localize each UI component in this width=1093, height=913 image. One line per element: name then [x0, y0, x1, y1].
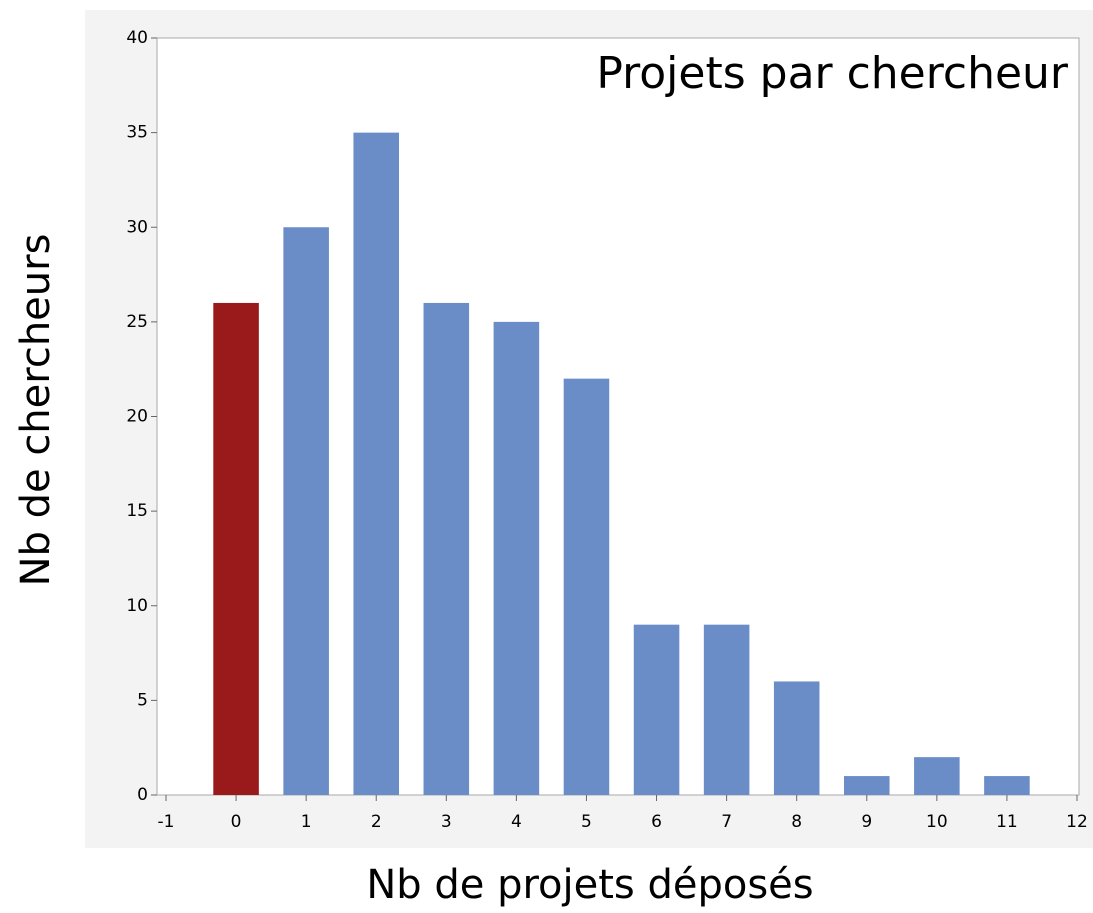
y-tick-label: 15	[126, 501, 148, 521]
y-tick-label: 20	[126, 407, 148, 427]
bar	[914, 757, 960, 795]
bar	[423, 302, 470, 795]
x-tick-label: 4	[511, 812, 522, 832]
bar	[213, 302, 259, 795]
x-tick-label: 10	[926, 812, 948, 832]
y-tick-label: 0	[137, 785, 148, 805]
bar	[984, 776, 1030, 795]
bar	[843, 776, 890, 795]
y-tick-label: 10	[126, 596, 148, 616]
x-tick-label: 9	[861, 812, 872, 832]
x-tick-label: 6	[651, 812, 662, 832]
y-tick-label: 5	[137, 690, 148, 710]
x-tick-label: 2	[371, 812, 382, 832]
x-tick-label: 1	[301, 812, 312, 832]
x-axis-label: Nb de projets déposés	[366, 862, 813, 908]
bar	[283, 227, 329, 795]
bar	[563, 378, 610, 795]
bar	[773, 681, 820, 795]
x-tick-label: 0	[231, 812, 242, 832]
bar	[703, 624, 750, 795]
y-tick-label: 30	[126, 217, 148, 237]
x-tick-label: -1	[158, 812, 175, 832]
y-axis-label: Nb de chercheurs	[13, 234, 59, 587]
x-tick-label: 8	[791, 812, 802, 832]
y-tick-label: 40	[126, 28, 148, 48]
bar	[633, 624, 680, 795]
y-tick-label: 35	[126, 123, 148, 143]
x-tick-label: 3	[441, 812, 452, 832]
x-tick-label: 7	[721, 812, 732, 832]
bar	[493, 321, 540, 795]
chart-title: Projets par chercheur	[596, 48, 1069, 99]
bar	[353, 132, 400, 795]
x-tick-label: 5	[581, 812, 592, 832]
y-tick-label: 25	[126, 312, 148, 332]
x-tick-label: 11	[996, 812, 1018, 832]
x-tick-label: 12	[1066, 812, 1088, 832]
